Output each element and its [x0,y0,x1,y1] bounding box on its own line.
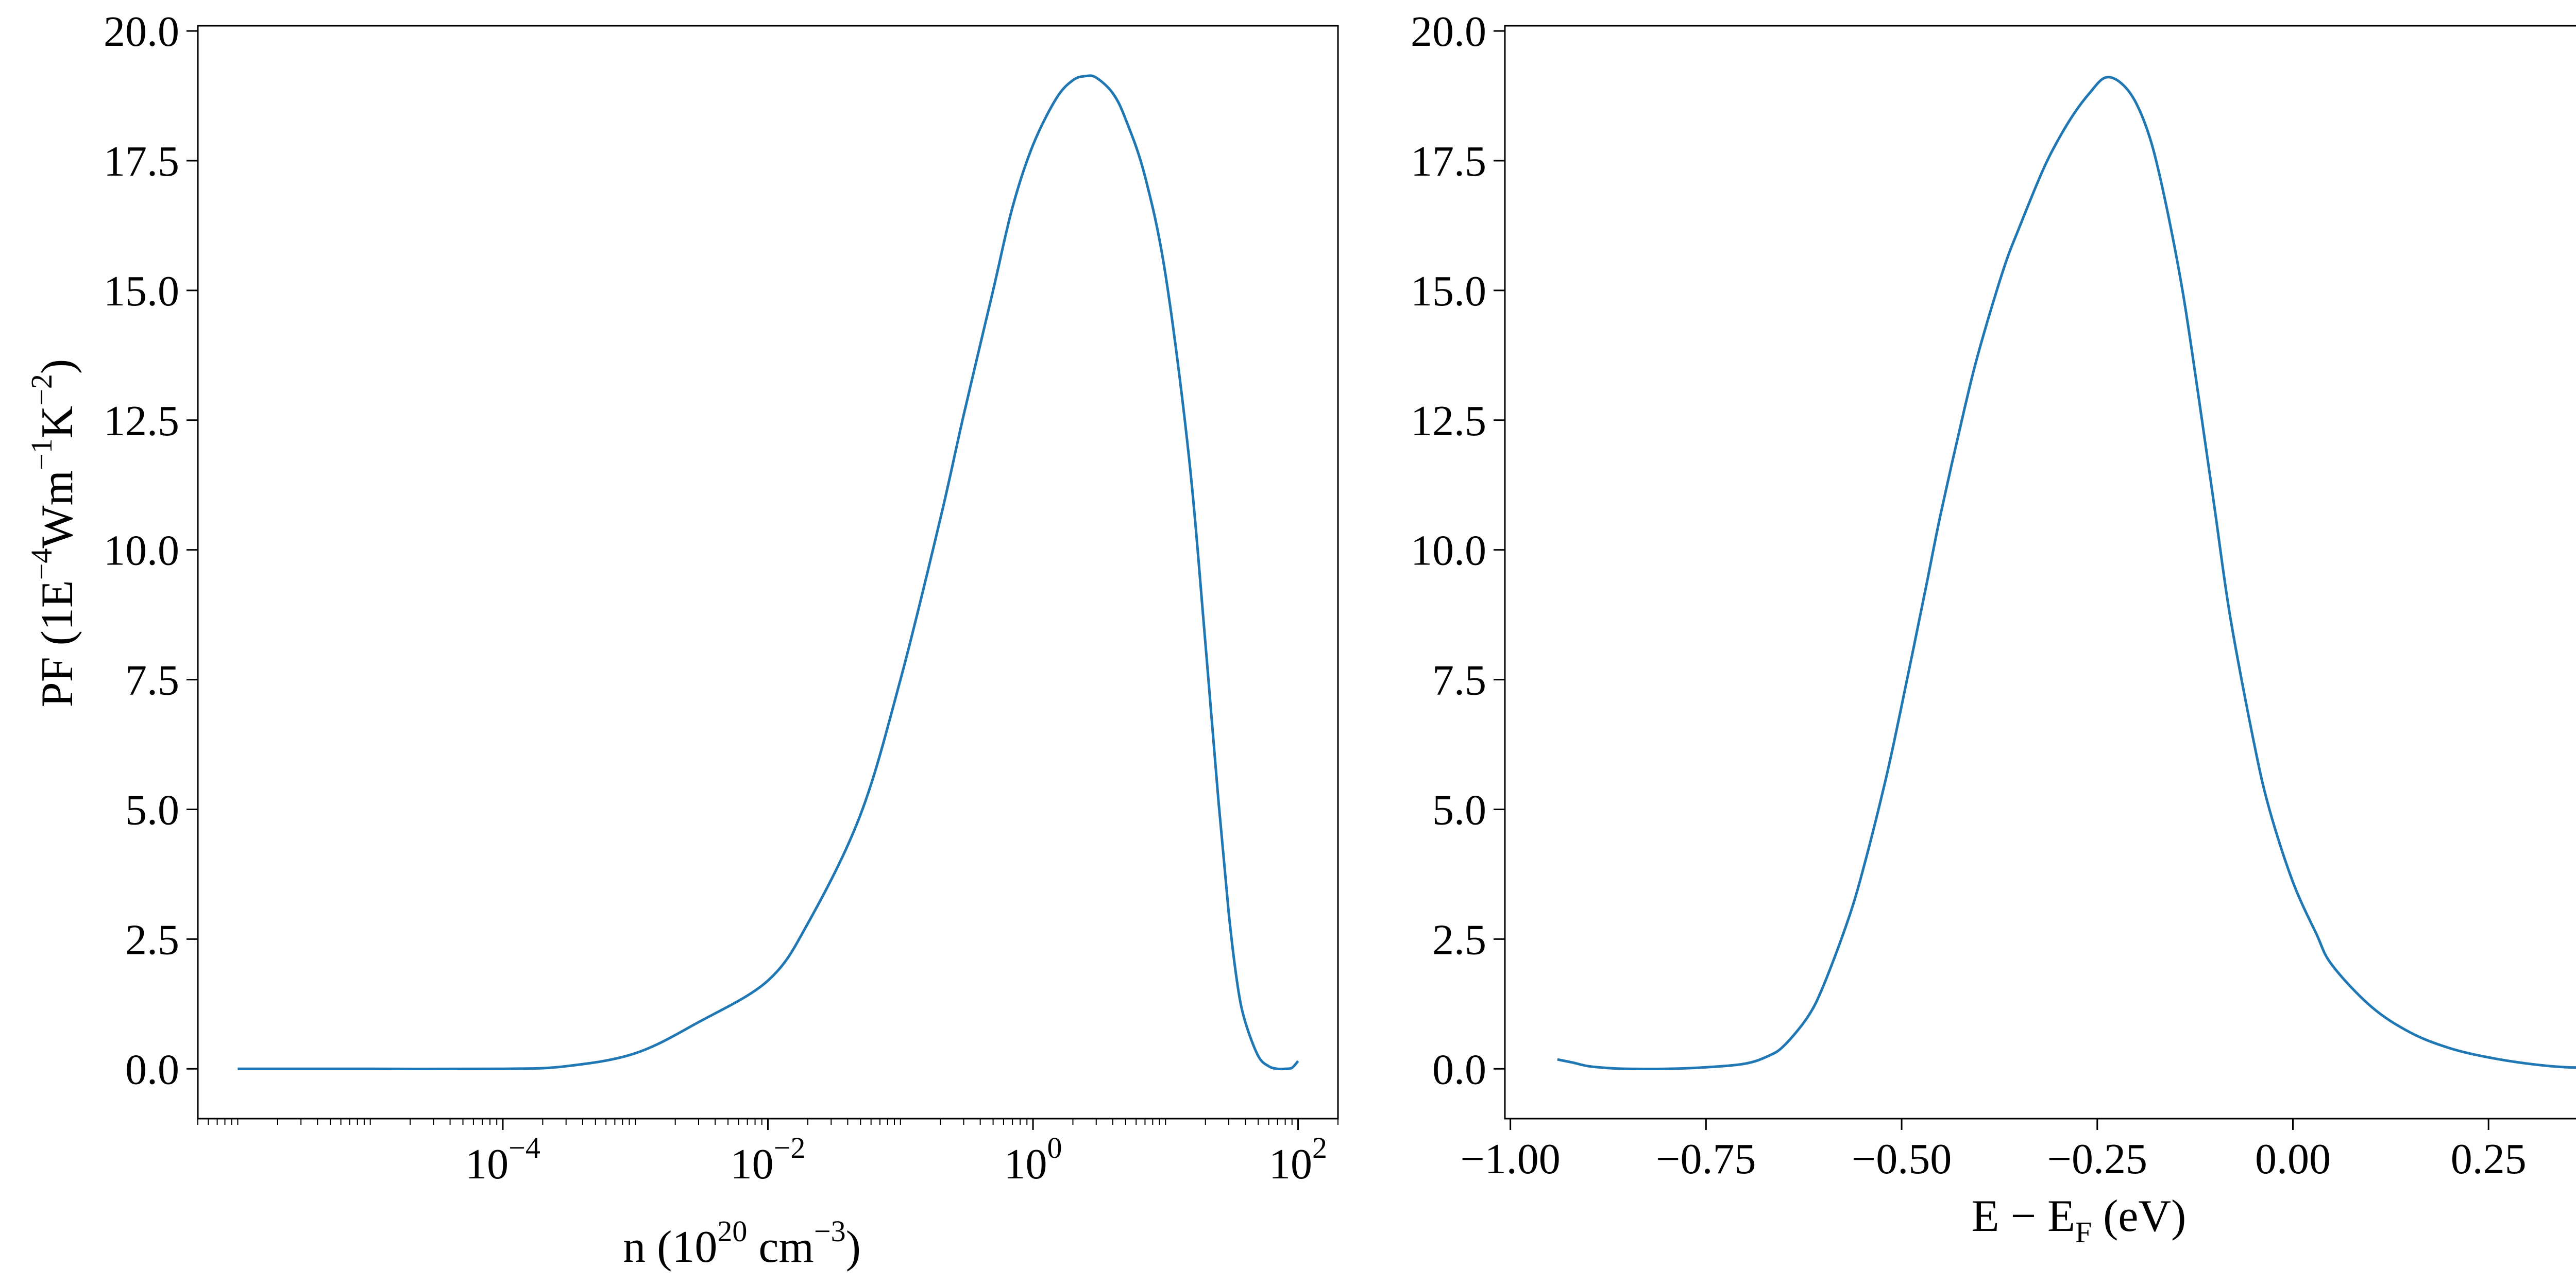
y-tick-label: 15.0 [104,267,179,315]
right-chart-panel: 0.0 2.5 5.0 7.5 10.0 12.5 15.0 17.5 20.0 −1.00 −0… [1411,8,2576,1249]
left-y-axis-title: PF (1E−4Wm−1K−2) [25,359,82,708]
right-plot-frame [1504,25,2576,1120]
x-tick-label: 0.00 [2255,1135,2331,1183]
y-tick-label: 20.0 [1411,8,1486,56]
y-tick-label: 0.0 [125,1046,179,1093]
x-tick-label: 100 [1004,1131,1062,1188]
left-series-line [238,74,1299,1071]
x-tick-label: −1.00 [1460,1135,1560,1183]
y-tick-label: 17.5 [1411,138,1486,185]
y-tick-label: 15.0 [1411,267,1486,315]
x-tick-label: 0.25 [2451,1135,2527,1183]
y-tick-label: 7.5 [1432,657,1486,705]
y-tick-label: 10.0 [104,527,179,575]
y-tick-label: 2.5 [1432,916,1486,964]
y-tick-label: 10.0 [1411,527,1486,575]
y-tick-label: 5.0 [125,786,179,834]
left-x-ticks: 10−4 10−2 100 102 [197,1119,1338,1188]
left-chart-panel: 0.02.55.07.510.012.515.017.520.0 10−4 10−… [25,8,1339,1272]
y-tick-label: 12.5 [1411,397,1486,445]
x-tick-label: −0.50 [1852,1135,1952,1183]
left-y-ticks: 0.0 2.5 5.0 7.5 10.0 12.5 15.0 17.5 20.0 [104,8,198,1093]
right-y-ticks: 0.0 2.5 5.0 7.5 10.0 12.5 15.0 17.5 20.0 [1411,8,1505,1093]
right-x-ticks: −1.00 −0.75 −0.50 −0.25 0.00 0.25 [1460,1119,2527,1183]
y-tick-label: 0.0 [1432,1046,1486,1093]
right-x-axis-title: E − EF (eV) [1972,1191,2187,1249]
y-tick-label: 2.5 [125,916,179,964]
y-tick-label: 17.5 [104,138,179,185]
y-tick-label: 5.0 [1432,786,1486,834]
right-series-line [1557,76,2576,1071]
x-tick-label: 102 [1269,1131,1327,1188]
x-tick-label: 10−2 [731,1131,806,1188]
left-x-axis-title: n (1020 cm−3) [623,1214,861,1272]
y-tick-label: 12.5 [104,397,179,445]
x-tick-label: −0.75 [1656,1135,1756,1183]
y-tick-label: 7.5 [125,657,179,705]
x-tick-label: −0.25 [2047,1135,2147,1183]
x-tick-label: 10−4 [465,1131,540,1188]
y-tick-label: 20.0 [104,8,179,56]
